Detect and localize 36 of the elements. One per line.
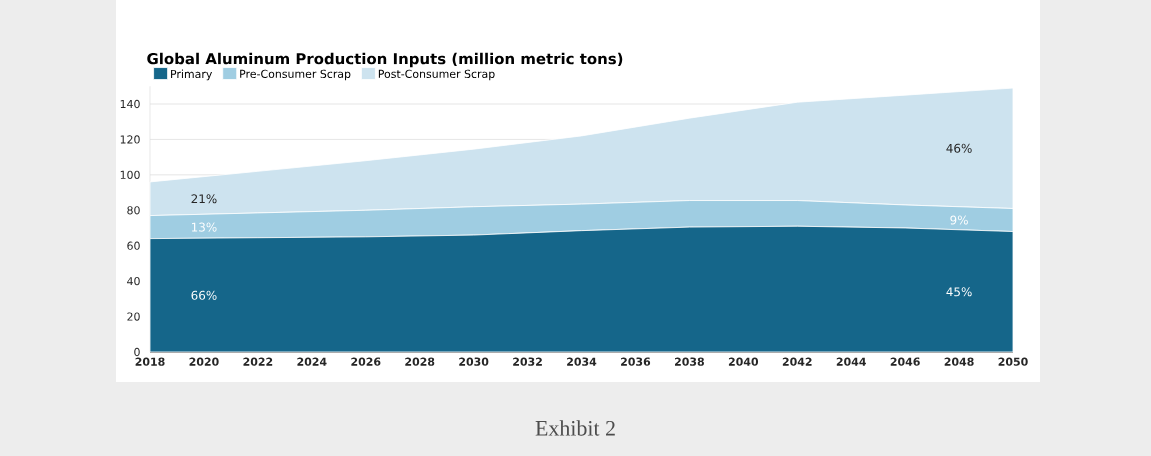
annotation: 45%: [946, 287, 972, 297]
x-tick-label: 2034: [567, 357, 597, 366]
annotation: 9%: [950, 215, 968, 225]
x-tick-label: 2040: [728, 357, 759, 366]
y-tick-label: 0: [134, 347, 140, 357]
annotation: 66%: [191, 290, 217, 300]
legend-label: Primary: [171, 69, 213, 81]
x-tick-label: 2048: [944, 357, 974, 366]
annotation: 21%: [191, 194, 217, 204]
x-tick-label: 2038: [675, 357, 704, 366]
x-tick-label: 2036: [621, 357, 651, 366]
x-tick-label: 2028: [405, 357, 435, 366]
annotation: 13%: [191, 222, 217, 232]
y-tick-label: 140: [120, 99, 140, 109]
x-tick-label: 2018: [135, 357, 165, 366]
y-tick-label: 80: [127, 206, 140, 215]
x-tick-label: 2046: [890, 357, 920, 366]
y-tick-label: 20: [127, 312, 140, 321]
x-tick-label: 2024: [297, 357, 327, 366]
x-tick-label: 2050: [998, 357, 1028, 366]
x-tick-label: 2042: [782, 357, 812, 366]
chart-title: Global Aluminum Production Inputs (million metric tons): [147, 52, 623, 68]
annotation: 46%: [946, 143, 972, 153]
y-tick-label: 60: [127, 241, 140, 250]
legend-label: Pre-Consumer Scrap: [240, 69, 351, 81]
x-tick-label: 2026: [351, 357, 381, 366]
x-tick-label: 2020: [189, 357, 219, 366]
x-tick-label: 2044: [836, 357, 866, 366]
x-tick-label: 2022: [243, 357, 273, 366]
text: Exhibit 2: [535, 420, 615, 436]
legend-label: Post-Consumer Scrap: [378, 69, 495, 81]
y-tick-label: 40: [127, 277, 140, 286]
y-tick-label: 120: [120, 135, 140, 144]
x-tick-label: 2030: [459, 357, 489, 366]
x-tick-label: 2032: [513, 357, 542, 366]
y-tick-label: 100: [120, 170, 140, 179]
